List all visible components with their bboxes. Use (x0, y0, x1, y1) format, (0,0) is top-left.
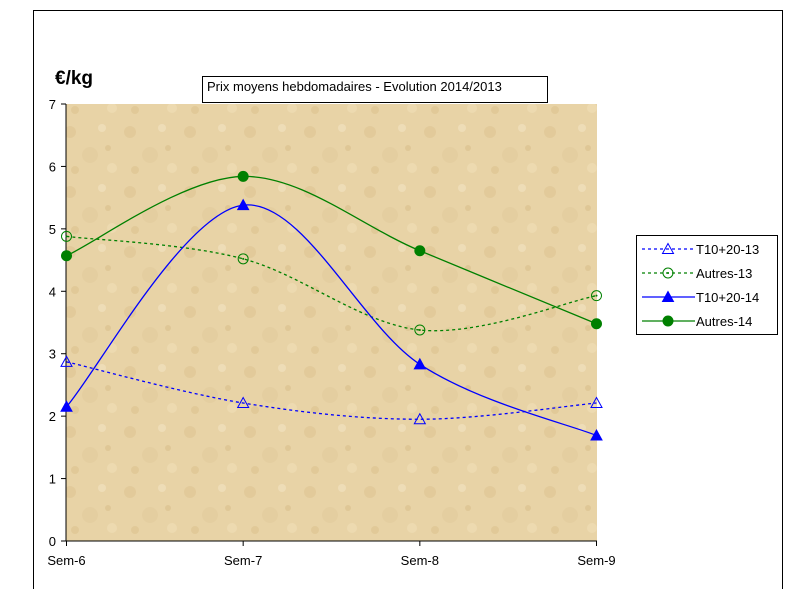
series-line (66, 175, 597, 325)
data-point (237, 253, 249, 265)
legend-label: Autres-13 (696, 266, 753, 281)
y-axis-label: €/kg (55, 68, 94, 89)
legend-label: T10+20-13 (696, 242, 760, 257)
data-point (61, 250, 72, 262)
data-point (591, 318, 602, 330)
data-point (662, 267, 674, 279)
series-T10+20-14 (60, 198, 603, 441)
chart-frame (33, 10, 783, 589)
data-point-dot (667, 272, 669, 274)
series-line (66, 361, 597, 420)
data-point-shape (591, 318, 602, 330)
x-tick-label: Sem-7 (224, 553, 262, 568)
data-point (60, 400, 73, 412)
data-point (662, 315, 674, 327)
legend: T10+20-13 Autres-13 T10+20-14 Autres-14 (636, 235, 778, 335)
data-point (661, 242, 675, 254)
series-T10+20-13 (60, 355, 603, 425)
data-point-shape (237, 170, 249, 182)
x-tick-label: Sem-6 (47, 553, 85, 568)
data-point (60, 355, 73, 367)
series-Autres-13 (61, 230, 602, 336)
legend-swatch (642, 267, 695, 279)
data-point (236, 396, 250, 409)
legend-item: Autres-13 (637, 263, 777, 283)
data-point (413, 412, 427, 425)
data-point (591, 290, 602, 302)
data-point-dot (65, 235, 68, 238)
y-tick-label: 0 (49, 534, 56, 549)
series-layer (60, 170, 603, 441)
y-tick-label: 6 (49, 159, 56, 174)
data-point-shape (414, 245, 426, 257)
data-point-shape (591, 290, 602, 302)
y-tick-label: 2 (49, 409, 56, 424)
y-tick-label: 3 (49, 347, 56, 362)
data-point-shape (61, 230, 72, 242)
data-point (661, 290, 675, 302)
chart-title: Prix moyens hebdomadaires - Evolution 20… (202, 76, 548, 103)
data-point (414, 324, 426, 336)
data-point-shape (61, 250, 72, 262)
data-point (590, 396, 603, 409)
x-tick-label: Sem-9 (577, 553, 615, 568)
legend-item: Autres-14 (637, 311, 777, 331)
series-line (66, 235, 597, 332)
data-point-dot (418, 328, 421, 331)
legend-swatch (642, 242, 695, 254)
data-point (61, 230, 72, 242)
data-point (237, 170, 249, 182)
x-tick-label: Sem-8 (401, 553, 439, 568)
legend-swatch (642, 315, 695, 327)
legend-item: T10+20-13 (637, 239, 777, 259)
plot-area (66, 104, 597, 541)
data-point-dot (595, 294, 598, 297)
data-point (236, 198, 250, 211)
data-point-shape (662, 315, 674, 327)
y-tick-label: 5 (49, 222, 56, 237)
legend-label: T10+20-14 (696, 290, 760, 305)
y-tick-label: 4 (49, 284, 56, 299)
legend-item: T10+20-14 (637, 287, 777, 307)
data-point-dot (242, 257, 245, 260)
legend-swatch (642, 290, 695, 302)
data-point (590, 428, 603, 441)
data-point-shape (662, 267, 674, 279)
axes: 0 1 2 3 4 5 6 7 Sem-6 Sem-7 Sem-8 Sem-9 (47, 97, 615, 568)
data-point-shape (414, 324, 426, 336)
legend-label: Autres-14 (696, 314, 753, 329)
y-tick-label: 7 (49, 97, 56, 112)
y-tick-label: 1 (49, 472, 56, 487)
data-point (414, 245, 426, 257)
data-point-shape (237, 253, 249, 265)
series-line (66, 204, 597, 437)
series-Autres-14 (61, 170, 602, 330)
data-point (413, 357, 427, 370)
